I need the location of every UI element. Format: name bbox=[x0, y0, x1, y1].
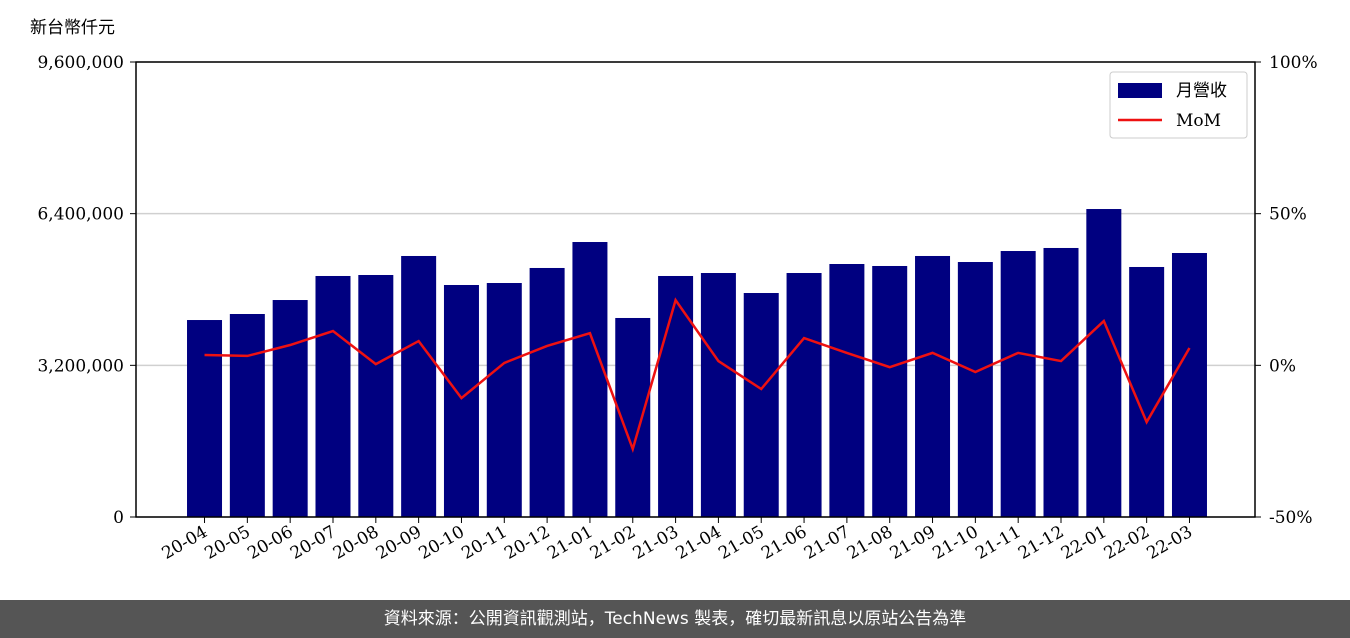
legend-label: MoM bbox=[1176, 111, 1221, 131]
line bbox=[204, 297, 1191, 454]
legend-label: 月營收 bbox=[1176, 81, 1227, 101]
y-axis-label: 新台幣仟元 bbox=[30, 18, 115, 38]
bar bbox=[743, 293, 779, 517]
bar bbox=[957, 262, 993, 517]
x-tick-label: 20-04 bbox=[159, 522, 211, 564]
x-tick-label: 20-06 bbox=[244, 522, 296, 564]
y-tick-label: 9,600,000 bbox=[37, 53, 124, 73]
x-tick-label: 20-11 bbox=[458, 522, 510, 564]
bar bbox=[872, 265, 908, 517]
x-tick-label: 21-01 bbox=[544, 522, 596, 564]
y-tick-label: 0 bbox=[113, 508, 124, 528]
y2-tick-label: -50% bbox=[1269, 508, 1313, 528]
y2-tick-label: 50% bbox=[1269, 205, 1307, 225]
plot-frame bbox=[135, 61, 1256, 518]
bar bbox=[786, 273, 822, 517]
x-tick-label: 20-05 bbox=[201, 522, 253, 564]
bar bbox=[529, 267, 565, 517]
x-tick-label: 20-08 bbox=[330, 522, 382, 564]
x-tick-label: 21-08 bbox=[844, 522, 896, 564]
chart: 新台幣仟元 0 3,200,000 6,400,000 9,600,000 -50% 0%… bbox=[30, 18, 1318, 564]
x-tick-label: 20-07 bbox=[287, 522, 339, 564]
x-tick-label: 20-12 bbox=[501, 522, 553, 564]
bar bbox=[572, 242, 608, 517]
bar bbox=[1171, 253, 1207, 518]
bar bbox=[700, 273, 736, 517]
bar bbox=[829, 264, 865, 517]
y2-tick-label: 0% bbox=[1269, 356, 1296, 376]
bar bbox=[401, 255, 437, 517]
bar bbox=[443, 284, 479, 517]
bar bbox=[1043, 247, 1079, 517]
x-tick-label: 20-09 bbox=[373, 522, 425, 564]
bar bbox=[272, 300, 308, 517]
x-tick-label: 21-11 bbox=[972, 522, 1024, 564]
footer: 資料來源：公開資訊觀測站，TechNews 製表，確切最新訊息以原站公告為準 bbox=[0, 600, 1350, 638]
y2-tick-label: 100% bbox=[1269, 53, 1318, 73]
x-tick-label: 21-10 bbox=[929, 522, 981, 564]
x-tick-label: 21-07 bbox=[801, 522, 853, 564]
bar bbox=[915, 255, 951, 517]
x-tick-label: 21-05 bbox=[715, 522, 767, 564]
y-tick-label: 6,400,000 bbox=[37, 205, 124, 225]
legend-swatch bbox=[1118, 83, 1162, 98]
x-tick-label: 21-09 bbox=[887, 522, 939, 564]
y-tick-label: 3,200,000 bbox=[37, 356, 124, 376]
x-tick-label: 22-03 bbox=[1144, 522, 1196, 564]
bar bbox=[315, 275, 351, 517]
x-tick-label: 21-04 bbox=[672, 522, 724, 564]
x-tick-label: 21-03 bbox=[630, 522, 682, 564]
x-tick-label: 22-02 bbox=[1101, 522, 1153, 564]
bar bbox=[658, 275, 694, 517]
x-tick-label: 21-12 bbox=[1015, 522, 1067, 564]
bar bbox=[486, 283, 522, 517]
bar bbox=[1000, 251, 1036, 517]
bar bbox=[229, 314, 265, 517]
bar bbox=[1086, 209, 1122, 517]
bar bbox=[187, 320, 223, 517]
x-tick-label: 21-02 bbox=[587, 522, 639, 564]
bar bbox=[358, 274, 394, 517]
x-tick-label: 22-01 bbox=[1058, 522, 1110, 564]
x-tick-label: 21-06 bbox=[758, 522, 810, 564]
x-tick-label: 20-10 bbox=[416, 522, 468, 564]
